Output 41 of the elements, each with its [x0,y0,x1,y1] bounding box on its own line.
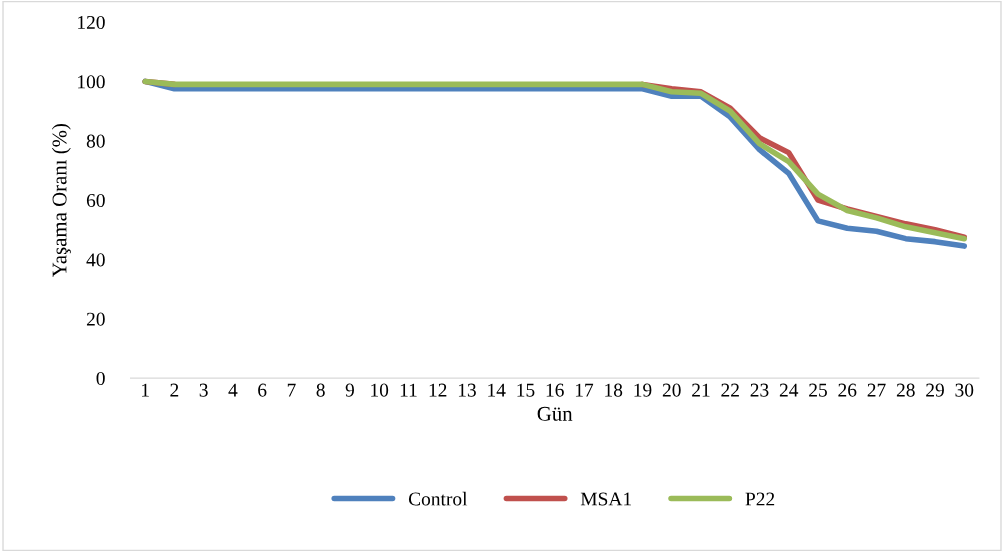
x-tick-label: 17 [575,383,594,397]
legend-label: P22 [745,492,775,506]
x-tick-label: 25 [809,383,827,397]
x-tick-label: 12 [429,383,447,397]
x-tick-label: 6 [258,383,267,397]
x-tick-label: 18 [605,383,623,397]
x-tick-label: 21 [692,383,710,397]
x-tick-label: 13 [458,383,476,397]
y-tick-label: 60 [86,193,105,208]
x-tick-label: 28 [896,383,915,397]
x-tick-label: 3 [199,383,208,397]
y-tick-label: 20 [86,312,105,326]
x-tick-label: 30 [955,383,974,397]
y-tick-label: 80 [86,134,105,148]
x-tick-label: 16 [546,383,564,397]
y-axis-title: Yaşama Oranı (%) [51,123,71,277]
x-tick-label: 2 [170,383,179,397]
x-tick-label: 11 [400,383,417,397]
y-tick-label: 0 [96,371,105,386]
x-tick-label: 27 [867,383,886,397]
x-tick-label: 14 [488,383,506,397]
x-tick-label: 8 [316,383,325,397]
legend-label: Control [408,491,468,506]
x-tick-label: 4 [228,383,238,397]
x-tick-label: 23 [750,383,769,397]
x-tick-label: 20 [662,383,681,397]
x-tick-label: 19 [634,383,652,397]
y-tick-label: 40 [86,253,105,267]
x-tick-label: 9 [345,383,354,397]
y-tick-label: 120 [78,15,105,30]
x-tick-label: 24 [779,383,799,397]
x-tick-label: 26 [838,383,857,397]
x-tick-label: 29 [926,383,944,397]
y-tick-label: 100 [78,75,105,89]
x-tick-label: 7 [287,383,296,397]
x-tick-label: 1 [142,383,149,397]
legend-label: MSA1 [580,492,631,506]
x-tick-label: 10 [371,383,389,397]
x-tick-label: 15 [517,383,535,397]
x-tick-label: 22 [721,383,739,397]
x-axis-title: Gün [537,406,573,421]
